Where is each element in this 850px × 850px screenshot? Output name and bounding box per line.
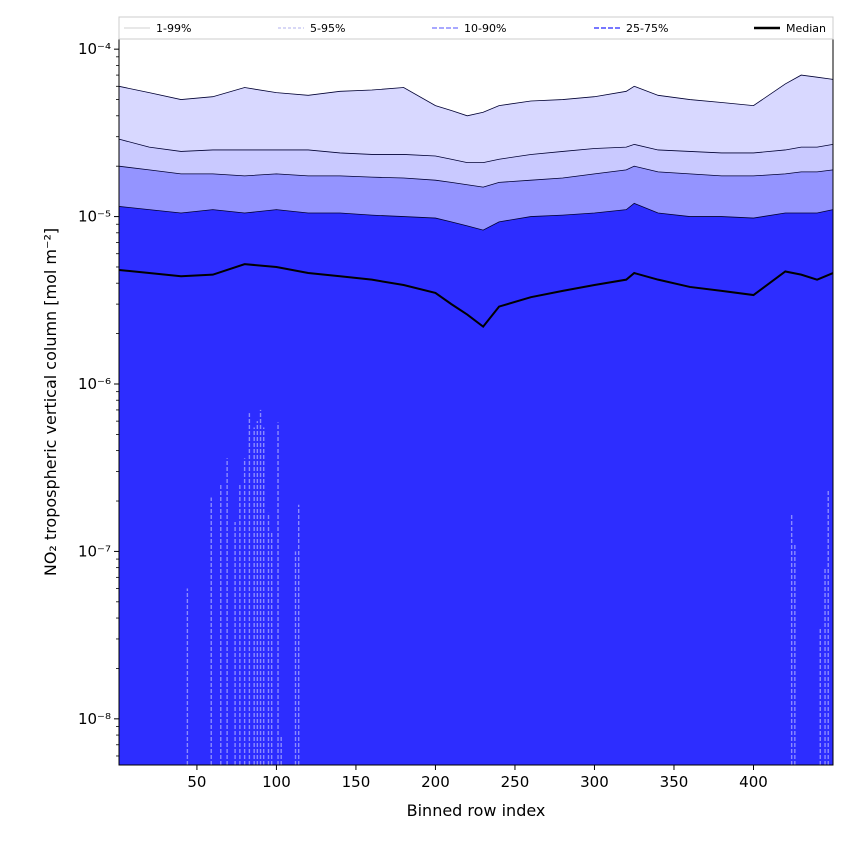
band-25-75-area — [119, 203, 833, 765]
legend-label: 25-75% — [626, 22, 668, 35]
x-tick-label: 250 — [501, 773, 530, 791]
y-axis-ticks: 10⁻⁸ 10⁻⁷ 10⁻⁶ 10⁻⁵ 10⁻⁴ — [78, 40, 119, 757]
legend-label: Median — [786, 22, 826, 35]
x-axis-label: Binned row index — [407, 801, 546, 820]
y-tick-label: 10⁻⁵ — [78, 208, 111, 226]
percentile-bands — [118, 74, 834, 766]
x-tick-label: 350 — [660, 773, 689, 791]
x-tick-label: 100 — [262, 773, 291, 791]
spike-lines — [186, 409, 829, 765]
y-tick-label: 10⁻⁴ — [78, 40, 111, 58]
median-series — [118, 263, 834, 329]
x-tick-label: 50 — [187, 773, 206, 791]
legend-label: 10-90% — [464, 22, 506, 35]
band-10-90-edge — [118, 165, 834, 188]
y-tick-label: 10⁻⁶ — [78, 375, 111, 393]
legend-box — [118, 16, 834, 40]
y-tick-label: 10⁻⁸ — [78, 710, 111, 728]
x-tick-label: 400 — [739, 773, 768, 791]
legend-label: 5-95% — [310, 22, 345, 35]
median-line — [118, 263, 834, 329]
x-tick-label: 300 — [580, 773, 609, 791]
x-tick-label: 200 — [421, 773, 450, 791]
band-25-75-edge — [118, 202, 834, 231]
x-axis-ticks: 50 100 150 200 250 300 350 400 — [187, 765, 768, 791]
x-tick-label: 150 — [342, 773, 371, 791]
band-5-95-edge — [118, 138, 834, 164]
y-tick-label: 10⁻⁷ — [78, 542, 111, 560]
legend: 1-99% 5-95% 10-90% 25-75% Median — [118, 16, 834, 40]
y-axis-label: NO₂ tropospheric vertical column [mol m⁻… — [41, 228, 60, 576]
legend-label: 1-99% — [156, 22, 191, 35]
band-1-99-edge — [118, 74, 834, 117]
